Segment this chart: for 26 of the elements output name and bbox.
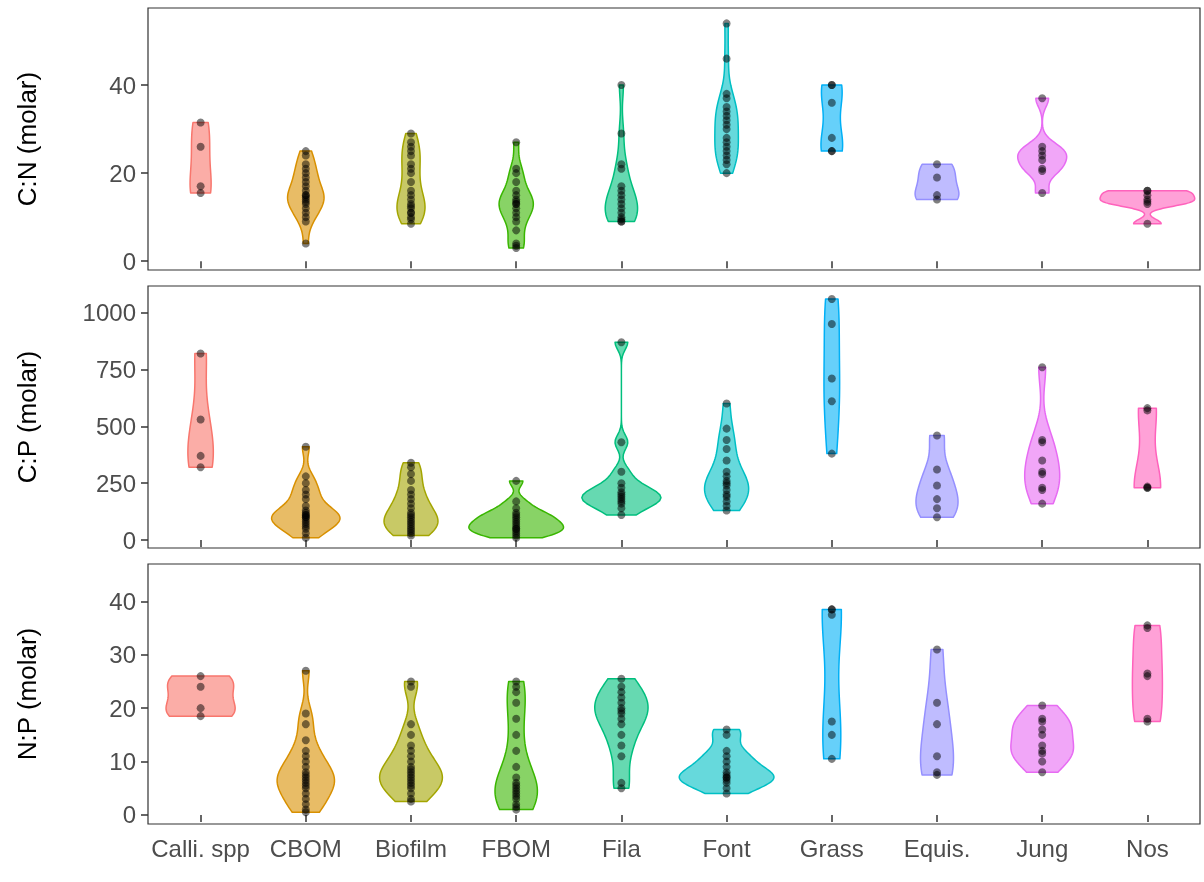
x-tick-label: Equis. — [903, 834, 971, 862]
y-tick-label: 20 — [109, 694, 136, 722]
x-tick-label: Jung — [1016, 834, 1069, 862]
y-tick-label: 20 — [109, 159, 136, 187]
y-tick-label: 30 — [109, 641, 136, 669]
x-tick-label: Fila — [602, 834, 642, 862]
y-tick-label: 750 — [95, 355, 136, 383]
x-tick-label: CBOM — [269, 834, 342, 862]
y-tick-label: 0 — [122, 526, 136, 554]
y-tick-label: 0 — [122, 247, 136, 275]
x-tick-label: Biofilm — [374, 834, 448, 862]
y-axis-title: C:P (molar) — [12, 350, 42, 484]
y-tick-label: 0 — [122, 801, 136, 829]
x-tick-label: FBOM — [481, 834, 551, 862]
y-tick-label: 250 — [95, 469, 136, 497]
y-tick-label: 40 — [109, 587, 136, 615]
y-axis-title: N:P (molar) — [12, 627, 42, 761]
y-axis-title: C:N (molar) — [12, 71, 42, 207]
x-tick-label: Grass — [799, 834, 864, 862]
y-tick-label: 1000 — [82, 299, 136, 327]
y-tick-label: 500 — [95, 412, 136, 440]
x-tick-label: Calli. spp — [151, 834, 250, 862]
y-tick-label: 10 — [109, 748, 136, 776]
y-tick-label: 40 — [109, 71, 136, 99]
x-tick-label: Font — [702, 834, 751, 862]
x-tick-label: Nos — [1126, 834, 1169, 862]
